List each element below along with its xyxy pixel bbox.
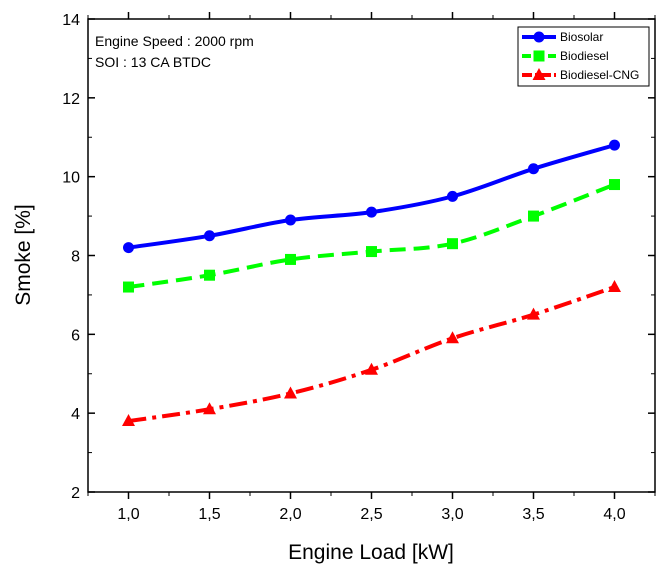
data-point	[446, 331, 459, 344]
legend-marker	[533, 31, 545, 43]
y-tick-label: 4	[71, 406, 80, 423]
legend-label: Biodiesel-CNG	[560, 68, 639, 82]
x-axis: 1,0 1,5 2,0 2,5 3,0 3,5 4,0	[87, 12, 656, 523]
data-point	[122, 414, 135, 427]
x-tick-label: 3,5	[522, 506, 544, 523]
y-tick-label: 8	[71, 249, 80, 266]
y-tick-label: 12	[62, 91, 80, 108]
series-layer	[122, 139, 621, 427]
data-point	[366, 246, 377, 258]
x-tick-label: 2,0	[279, 506, 301, 523]
data-point	[528, 163, 539, 175]
annotation-engine-speed: Engine Speed : 2000 rpm	[95, 33, 254, 49]
y-tick-label: 2	[71, 485, 80, 502]
data-point	[285, 214, 296, 226]
data-point	[366, 206, 377, 218]
y-tick-label: 10	[62, 170, 80, 187]
annotation-soi: SOI : 13 CA BTDC	[95, 54, 211, 70]
data-point	[609, 139, 620, 151]
data-point	[365, 362, 378, 375]
series-line	[128, 143, 616, 250]
data-point	[608, 280, 621, 293]
data-point	[447, 190, 458, 202]
legend-label: Biosolar	[560, 30, 603, 44]
x-tick-label: 1,0	[117, 506, 139, 523]
x-tick-label: 3,0	[441, 506, 463, 523]
x-tick-label: 1,5	[198, 506, 220, 523]
y-tick-label: 14	[62, 12, 80, 29]
data-point	[123, 242, 134, 254]
data-point	[447, 238, 458, 250]
data-point	[123, 281, 134, 293]
data-point	[284, 386, 297, 399]
legend-marker	[532, 68, 546, 80]
legend-label: Biodiesel	[560, 49, 609, 63]
series-biosolar	[123, 139, 620, 254]
data-point	[204, 269, 215, 281]
series-line	[128, 285, 616, 424]
data-point	[527, 307, 540, 320]
y-axis-title: Smoke [%]	[12, 204, 35, 306]
data-point	[285, 253, 296, 265]
data-point	[204, 230, 215, 242]
series-biodiesel	[123, 179, 620, 293]
data-point	[528, 210, 539, 222]
series-biodiesel-cng	[122, 280, 621, 427]
data-point	[203, 402, 216, 415]
data-point	[609, 179, 620, 191]
legend-marker	[533, 50, 545, 62]
y-tick-label: 6	[71, 327, 80, 344]
x-tick-label: 2,5	[360, 506, 382, 523]
y-axis: 2 4 6 8 10 12 14	[62, 12, 655, 502]
x-tick-label: 4,0	[603, 506, 625, 523]
legend: Biosolar Biodiesel Biodiesel-CNG	[517, 26, 650, 87]
x-axis-title: Engine Load [kW]	[288, 541, 454, 564]
